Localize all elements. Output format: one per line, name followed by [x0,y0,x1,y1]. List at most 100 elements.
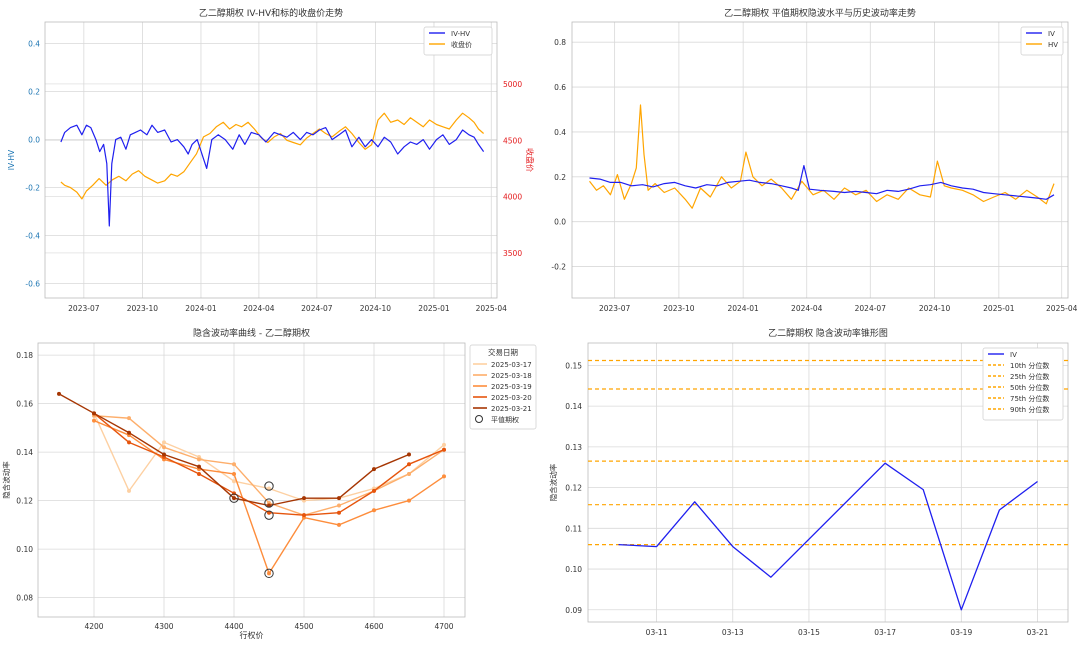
plot-frame [587,342,1069,623]
data-point [372,508,376,513]
x-tick-label: 2024-04 [243,304,275,313]
atm-marker [264,568,274,579]
legend-label: 2025-03-19 [491,383,532,391]
y2-tick-label: 5000 [503,80,522,89]
data-point [232,471,236,476]
legend-box [982,347,1064,421]
x-tick-label: 03-19 [950,628,972,637]
data-point [197,464,201,469]
x-tick-label: 03-13 [722,628,744,637]
chart-title: 乙二醇期权 IV-HV和标的收盘价走势 [199,7,343,19]
y-tick-label: 0.09 [565,606,582,615]
x-tick-label: 4700 [434,622,453,631]
data-point [127,488,131,493]
y-tick-label: 0.10 [565,565,582,574]
x-tick-label: 03-15 [798,628,820,637]
plot-frame [44,21,498,299]
atm-marker [264,498,274,508]
data-point [232,479,236,484]
atm-marker [229,493,239,503]
series-line-iv-hv [60,124,485,227]
legend-box [423,26,493,56]
data-point [442,447,446,452]
legend-label: IV [1048,30,1055,38]
data-point [372,467,376,472]
legend-label: IV-HV [451,30,470,38]
y-tick-label: -0.6 [25,280,40,289]
y-axis-label: IV-HV [7,149,16,170]
legend-box [1020,26,1064,56]
data-point [407,452,411,457]
legend-label: HV [1048,41,1058,49]
x-tick-label: 2024-04 [791,304,823,313]
series-line-2025-03-20 [93,412,445,516]
legend-marker [475,415,483,423]
plot-frame [571,21,1069,299]
y-tick-label: -0.2 [25,184,40,193]
x-axis-label: 行权价 [240,630,264,640]
y2-tick-label: 4000 [503,193,522,202]
data-point [92,418,96,423]
x-tick-label: 2024-10 [919,304,951,313]
y-tick-label: 0.10 [16,545,33,554]
data-point [442,474,446,479]
data-point [407,471,411,476]
atm-marker [264,510,274,520]
x-tick-label: 2023-10 [127,304,159,313]
legend: 交易日期 2025-03-17 2025-03-18 2025-03-19 2025-0… [469,344,537,430]
y-tick-label: 0.14 [565,402,582,411]
y2-tick-label: 4500 [503,136,522,145]
legend-label: 2025-03-17 [491,361,532,369]
chart-iv-hv: 乙二醇期权 IV-HV和标的收盘价走势 2023-07 2023-10 2024-01… [7,7,535,313]
y-tick-label: 0.8 [554,38,566,47]
legend-label: 50th 分位数 [1010,383,1049,392]
data-point [372,488,376,493]
data-point [232,496,236,501]
data-point [162,440,166,445]
x-tick-label: 4200 [84,622,103,631]
data-point [127,440,131,445]
legend-label: 10th 分位数 [1010,361,1049,370]
x-tick-label: 03-21 [1027,628,1049,637]
series-line-iv [618,462,1038,611]
legend-label: 90th 分位数 [1010,405,1049,414]
y-tick-label: 0.4 [28,40,40,49]
data-point [197,471,201,476]
y-tick-label: 0.12 [565,484,582,493]
data-point [337,496,341,501]
data-point [337,510,341,515]
x-tick-label: 2025-04 [476,304,508,313]
x-tick-label: 03-17 [874,628,896,637]
x-tick-label: 4400 [224,622,243,631]
x-tick-label: 2024-07 [855,304,887,313]
data-point [162,445,166,450]
atm-marker [264,481,274,491]
y-tick-label: 0.0 [554,218,566,227]
x-tick-label: 4500 [294,622,313,631]
legend: IV-HV 收盘价 [423,26,493,56]
y-axis-label: 隐含波动率 [1,461,11,499]
y-tick-label: 0.13 [565,443,582,452]
y-tick-label: 0.15 [565,361,582,370]
legend-label: 2025-03-20 [491,394,532,402]
chart-title: 乙二醇期权 平值期权隐波水平与历史波动率走势 [724,7,916,19]
y-tick-label: 0.18 [16,351,33,360]
y-tick-label: 0.08 [16,594,33,603]
data-point [302,513,306,518]
y-tick-label: 0.14 [16,448,33,457]
x-tick-label: 2025-01 [418,304,450,313]
y-tick-label: 0.0 [28,136,40,145]
series-line-hv [589,104,1055,209]
x-tick-label: 2023-10 [663,304,695,313]
data-point [267,503,271,508]
data-point [442,442,446,447]
data-point [127,416,131,421]
legend-label: IV [1010,351,1017,359]
data-point [232,462,236,467]
legend: IV HV [1020,26,1064,56]
y-tick-label: -0.4 [25,232,40,241]
x-tick-label: 03-11 [646,628,668,637]
x-tick-label: 2024-01 [727,304,759,313]
data-point [162,452,166,457]
